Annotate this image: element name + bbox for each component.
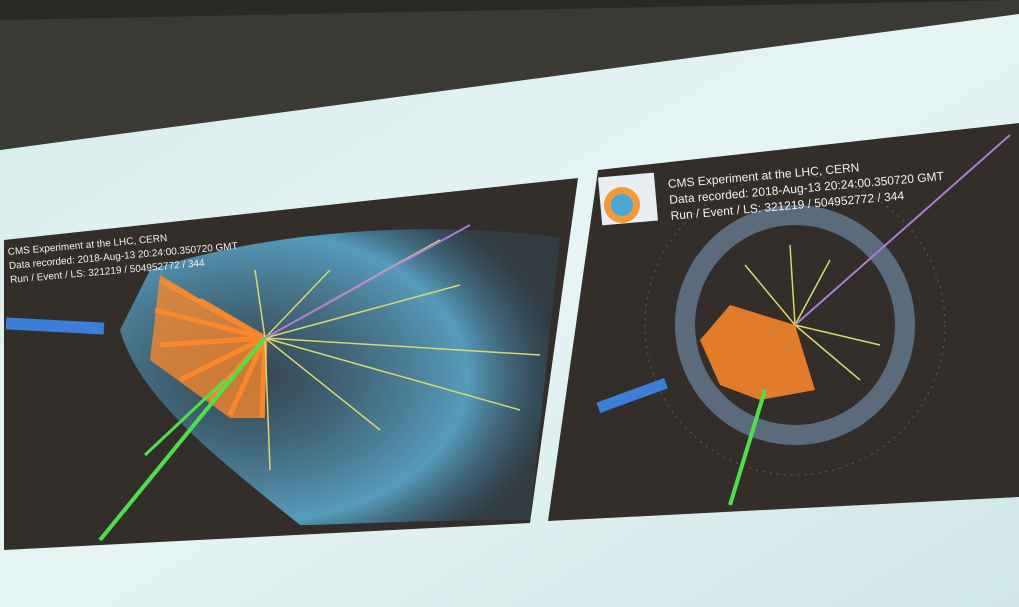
left-event-display: CMS Experiment at the LHC, CERN Data rec… (4, 178, 578, 550)
photo: CMS Experiment at the LHC, CERN Data rec… (0, 0, 1019, 607)
page: {"panels": [ {"lines": ["CMS Experiment … (0, 0, 1019, 607)
cms-logo-core (611, 194, 633, 216)
right-event-display: CMS Experiment at the LHC, CERN Data rec… (548, 123, 1019, 521)
